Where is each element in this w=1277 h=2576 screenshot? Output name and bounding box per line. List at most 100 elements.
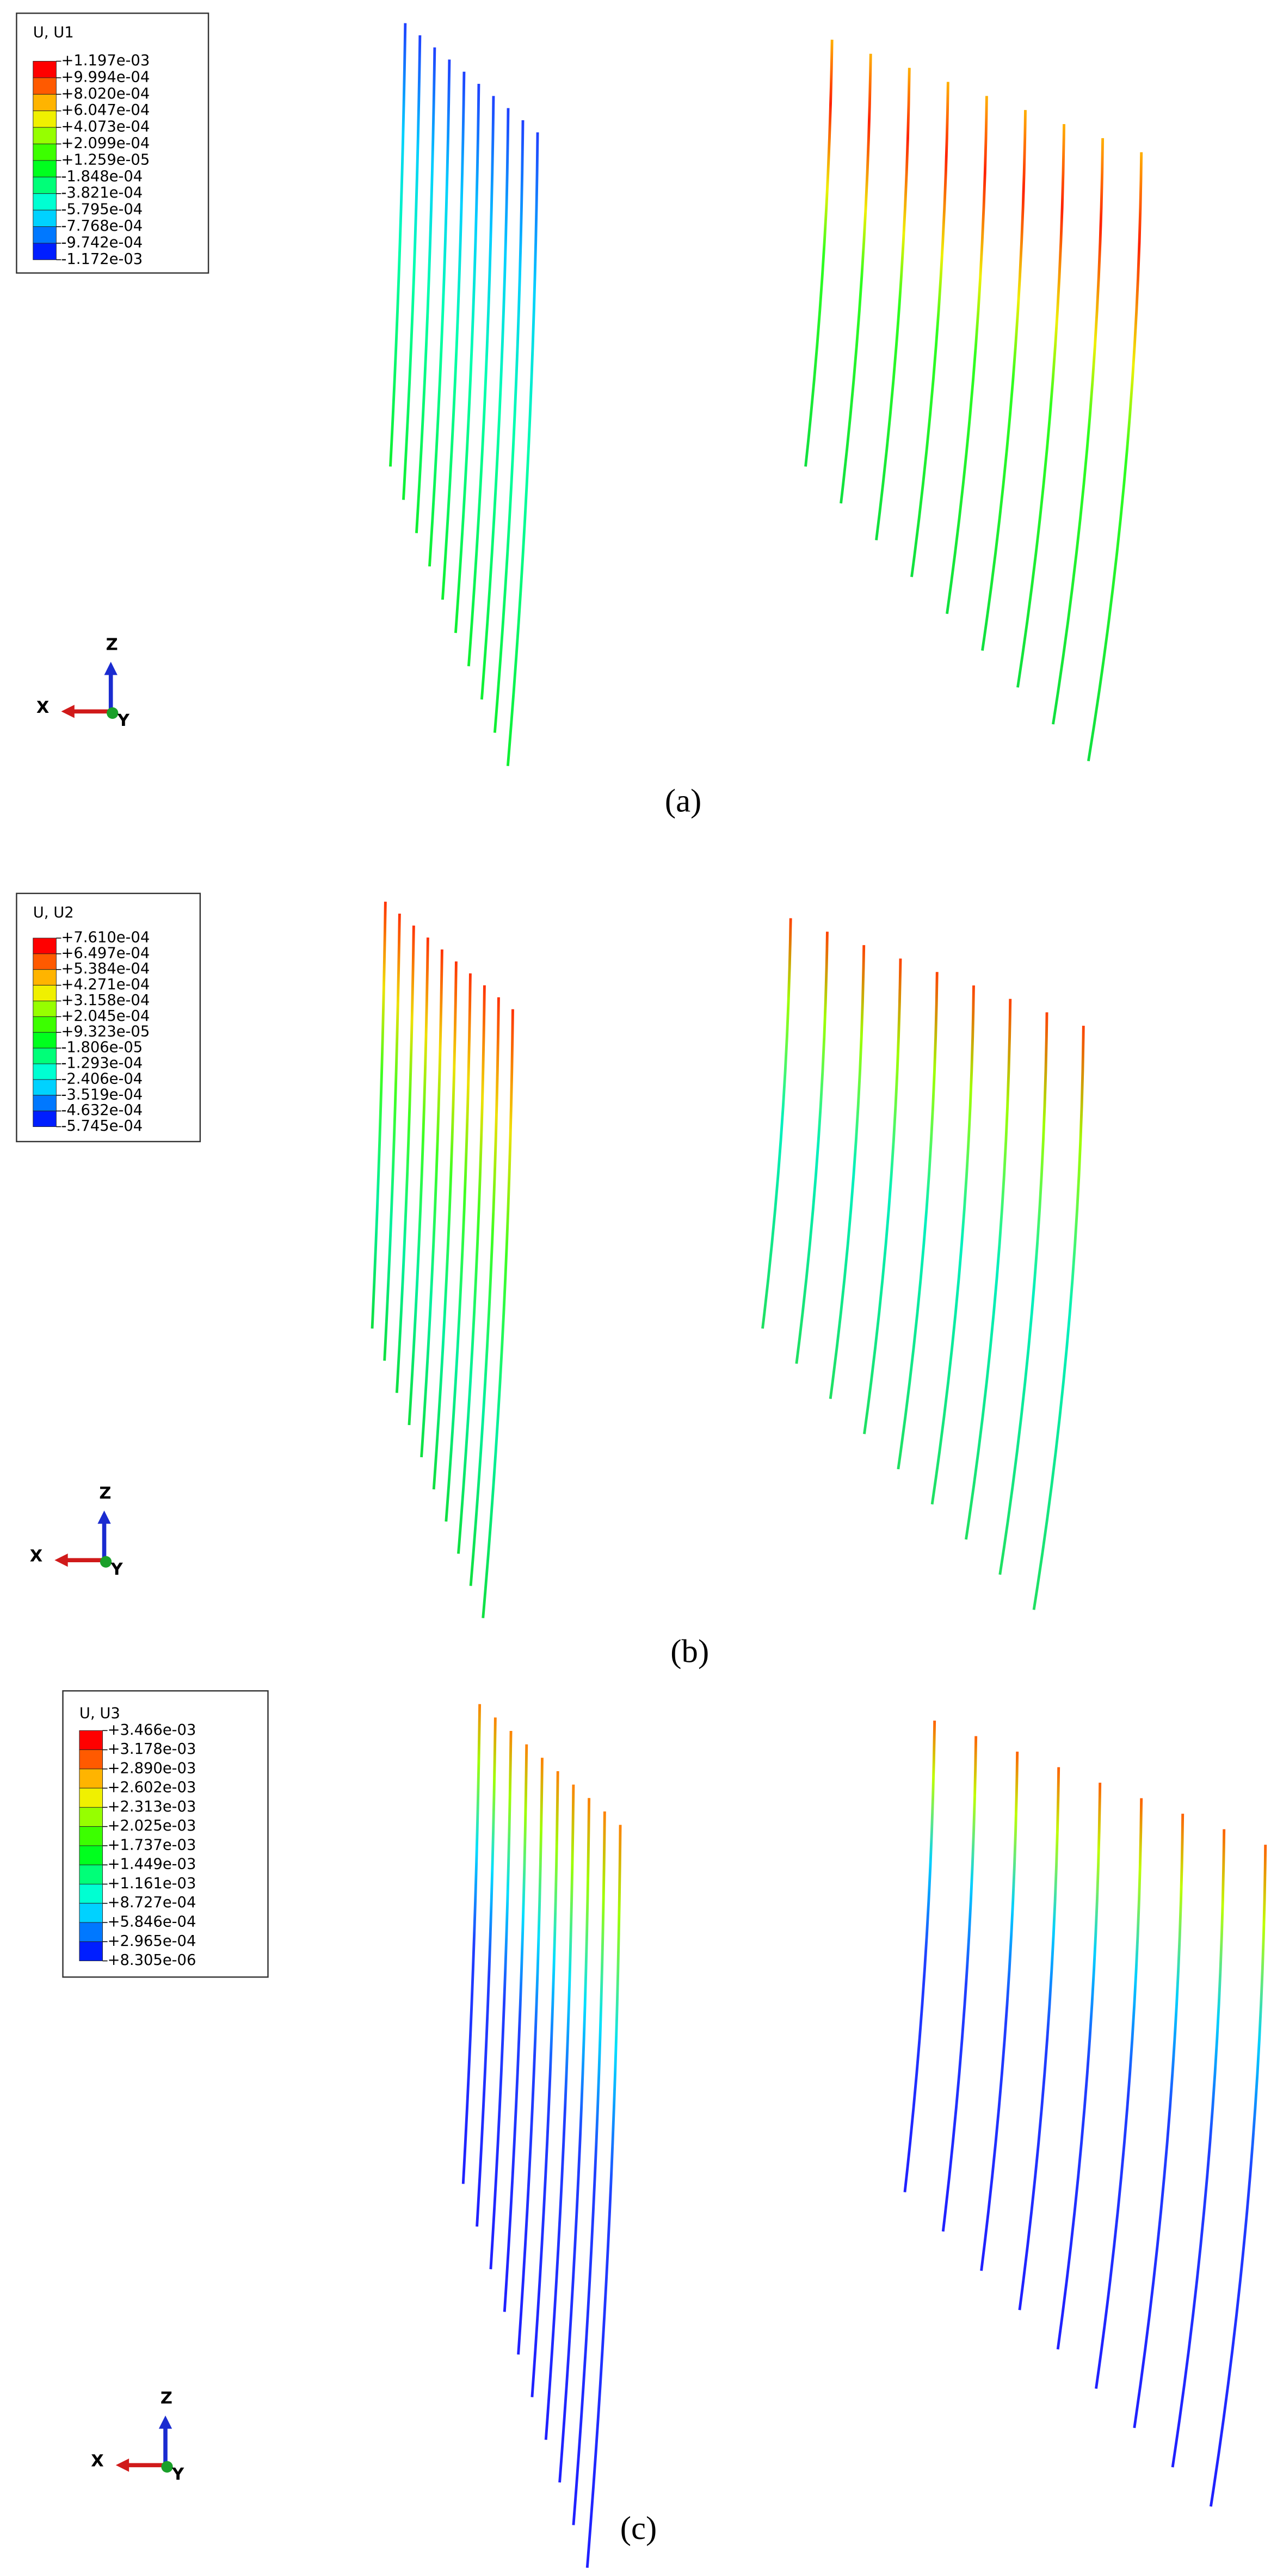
- pile-line: [1052, 138, 1105, 725]
- y-axis-dot: [107, 707, 119, 719]
- legend-value: +1.161e-03: [108, 1875, 196, 1892]
- legend-swatch: [33, 985, 57, 1001]
- pile-line: [415, 47, 436, 533]
- legend-swatch: [79, 1884, 103, 1904]
- pile-line: [980, 1752, 1019, 2271]
- pile-line: [946, 96, 988, 614]
- pile-line: [840, 53, 872, 504]
- legend-value: +6.497e-04: [61, 945, 150, 962]
- pile-line: [1056, 1783, 1102, 2350]
- legend-value: -1.806e-05: [61, 1039, 143, 1056]
- pile-line: [941, 1736, 978, 2232]
- legend-swatch: [79, 1826, 103, 1846]
- legend-value: -1.293e-04: [61, 1055, 143, 1072]
- legend-swatch: [79, 1730, 103, 1751]
- axis-label-y: Y: [110, 1560, 124, 1579]
- legend-swatch: [33, 1063, 57, 1080]
- legend-value: +1.197e-03: [61, 52, 150, 69]
- legend-value: -4.632e-04: [61, 1102, 143, 1119]
- pile-line: [489, 1730, 513, 2270]
- axis-label-y: Y: [171, 2465, 184, 2484]
- legend-value: +2.099e-04: [61, 135, 150, 152]
- legend-swatch: [33, 193, 57, 211]
- legend-value: +9.323e-05: [61, 1024, 150, 1040]
- legend-value: +6.047e-04: [61, 102, 150, 119]
- axis-label-y: Y: [117, 711, 130, 730]
- caption: (a): [665, 783, 701, 819]
- legend-value: +2.965e-04: [108, 1933, 196, 1950]
- pile-line: [445, 973, 472, 1522]
- pile-line: [795, 932, 829, 1364]
- y-axis-dot: [100, 1556, 112, 1568]
- legend-swatch: [33, 1095, 57, 1112]
- legend-swatch: [33, 160, 57, 177]
- axis-label-x: X: [30, 1547, 42, 1566]
- legend-title: U, U1: [33, 24, 74, 41]
- pile-line: [981, 110, 1027, 651]
- pile-line: [506, 132, 539, 766]
- axis-label-z: Z: [106, 635, 118, 654]
- caption: (b): [670, 1633, 709, 1669]
- pile-line: [454, 84, 480, 633]
- legend-value: +4.271e-04: [61, 976, 150, 993]
- pile-line: [863, 958, 902, 1434]
- legend-swatch: [79, 1788, 103, 1808]
- pile-line: [761, 918, 792, 1329]
- legend-value: +8.727e-04: [108, 1894, 196, 1911]
- pile-line: [910, 82, 949, 577]
- x-arrowhead: [115, 2458, 129, 2472]
- pile-line: [428, 59, 451, 567]
- legend-swatch: [33, 243, 57, 260]
- pile-line: [897, 972, 939, 1470]
- legend-swatch: [33, 144, 57, 161]
- legend-value: +5.384e-04: [61, 960, 150, 977]
- pile-line: [1171, 1829, 1226, 2468]
- pile-line: [493, 120, 525, 733]
- legend-value: +2.313e-03: [108, 1798, 196, 1815]
- pile-line: [467, 96, 495, 667]
- legend-value: +2.890e-03: [108, 1760, 196, 1777]
- pile-line: [461, 1704, 482, 2184]
- caption: (c): [620, 2510, 657, 2547]
- legend-title: U, U2: [33, 904, 74, 921]
- legend-swatch: [33, 226, 57, 244]
- pile-line: [875, 67, 911, 541]
- pile-line: [389, 23, 407, 467]
- legend-value: +3.178e-03: [108, 1741, 196, 1758]
- legend-value: -5.795e-04: [61, 201, 143, 218]
- pile-line: [903, 1721, 936, 2192]
- y-axis-dot: [161, 2461, 173, 2473]
- pile-line: [457, 985, 486, 1554]
- pile-line: [482, 1009, 514, 1618]
- legend-value: +2.025e-03: [108, 1817, 196, 1834]
- x-arrowhead: [54, 1553, 68, 1567]
- legend-swatch: [79, 1941, 103, 1962]
- x-arrowhead: [61, 705, 75, 718]
- pile-line: [998, 1012, 1048, 1575]
- z-arrowhead: [97, 1510, 111, 1524]
- pile-line: [1018, 1767, 1060, 2310]
- legend-swatch: [79, 1922, 103, 1942]
- legend-value: +1.449e-03: [108, 1856, 196, 1873]
- pile-line: [517, 1758, 544, 2355]
- pile-line: [1016, 124, 1066, 688]
- pile-line: [480, 108, 510, 700]
- legend-value: -9.742e-04: [61, 234, 143, 251]
- legend-value: +7.610e-04: [61, 929, 150, 946]
- pile-line: [1032, 1026, 1085, 1610]
- legend-swatch: [33, 127, 57, 144]
- pile-line: [1133, 1814, 1185, 2429]
- pile-line: [420, 949, 443, 1458]
- pile-line: [965, 999, 1012, 1540]
- legend-value: +2.045e-04: [61, 1008, 150, 1025]
- z-arrowhead: [104, 662, 118, 675]
- pile-line: [558, 1798, 591, 2483]
- pile-line: [469, 997, 500, 1586]
- pile-line: [476, 1717, 497, 2227]
- legend-swatch: [33, 969, 57, 986]
- legend-value: +3.158e-04: [61, 992, 150, 1009]
- legend-value: +2.602e-03: [108, 1779, 196, 1796]
- pile-line: [383, 913, 401, 1361]
- legend-swatch: [33, 110, 57, 128]
